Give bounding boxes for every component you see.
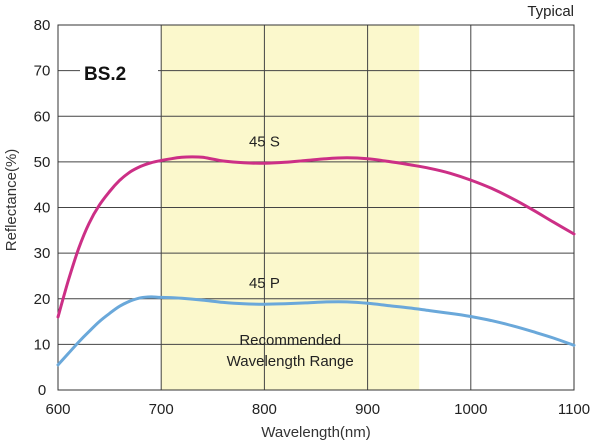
typical-label: Typical [527, 3, 574, 20]
series-line-45-p [56, 295, 576, 367]
x-tick-1100: 1100 [558, 401, 590, 418]
y-tick-40: 40 [34, 200, 51, 217]
y-tick-60: 60 [34, 108, 51, 125]
y-tick-70: 70 [34, 63, 51, 80]
series-label-45-p: 45 P [249, 275, 280, 292]
plot-border [57, 24, 575, 391]
y-tick-labels: 0 10 20 30 40 50 60 70 80 [34, 17, 51, 399]
y-tick-20: 20 [34, 291, 51, 308]
series-lines: 45 S 45 P [56, 133, 576, 367]
band-label-line2: Wavelength Range [227, 353, 354, 370]
x-tick-600: 600 [45, 401, 70, 418]
y-axis-label: Reflectance(%) [3, 149, 20, 252]
series-line-45-s [56, 155, 576, 319]
x-tick-700: 700 [149, 401, 174, 418]
series-label-45-s: 45 S [249, 133, 280, 150]
y-tick-50: 50 [34, 154, 51, 171]
x-axis-label: Wavelength(nm) [261, 424, 370, 441]
x-tick-labels: 600 700 800 900 1000 1100 [45, 401, 590, 418]
y-tick-30: 30 [34, 245, 51, 262]
x-tick-800: 800 [252, 401, 277, 418]
y-tick-0: 0 [38, 382, 46, 399]
x-tick-900: 900 [355, 401, 380, 418]
x-tick-1000: 1000 [454, 401, 487, 418]
y-tick-10: 10 [34, 336, 51, 353]
y-tick-80: 80 [34, 17, 51, 34]
vertical-gridlines [160, 25, 472, 390]
horizontal-gridlines [58, 70, 574, 345]
band-label-line1: Recommended [239, 332, 341, 349]
chart-title: BS.2 [84, 64, 126, 85]
title-background [80, 60, 158, 86]
